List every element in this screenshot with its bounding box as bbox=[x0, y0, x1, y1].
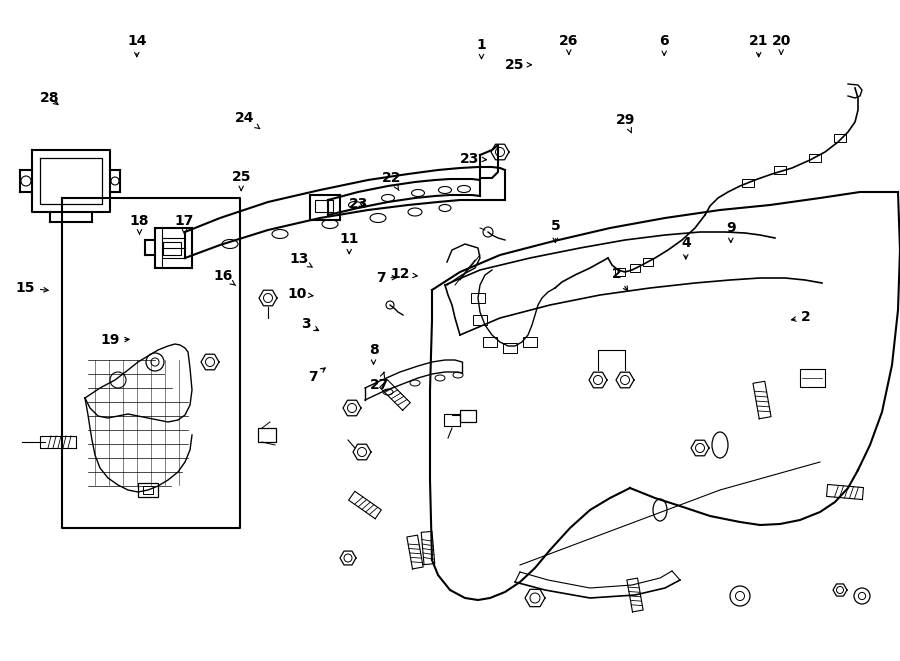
Text: 19: 19 bbox=[100, 333, 130, 348]
Text: 23: 23 bbox=[460, 151, 487, 166]
Bar bbox=[630, 264, 640, 272]
Bar bbox=[163, 242, 181, 255]
Text: 22: 22 bbox=[382, 171, 401, 190]
Text: 7: 7 bbox=[309, 368, 325, 384]
Text: 29: 29 bbox=[616, 113, 635, 133]
Bar bbox=[483, 337, 497, 347]
Bar bbox=[315, 200, 333, 212]
Text: 4: 4 bbox=[681, 236, 690, 259]
Bar bbox=[258, 428, 276, 442]
Text: 3: 3 bbox=[302, 317, 319, 331]
Bar bbox=[742, 179, 754, 187]
Text: 2: 2 bbox=[791, 310, 810, 325]
Text: 23: 23 bbox=[348, 196, 368, 211]
Text: 16: 16 bbox=[213, 269, 236, 286]
Bar bbox=[523, 337, 537, 347]
Text: 14: 14 bbox=[127, 34, 147, 57]
Text: 21: 21 bbox=[749, 34, 769, 57]
Text: 7: 7 bbox=[376, 270, 397, 285]
Bar bbox=[834, 134, 846, 142]
Bar bbox=[138, 483, 158, 497]
Text: 17: 17 bbox=[175, 214, 194, 234]
Text: 11: 11 bbox=[339, 232, 359, 254]
Text: 9: 9 bbox=[726, 221, 735, 243]
Bar bbox=[143, 486, 153, 494]
Text: 18: 18 bbox=[130, 214, 149, 234]
Bar bbox=[615, 268, 625, 276]
Text: 24: 24 bbox=[235, 110, 260, 129]
Text: 10: 10 bbox=[287, 287, 313, 301]
Bar bbox=[460, 410, 476, 422]
Bar bbox=[471, 293, 485, 303]
Bar bbox=[643, 258, 653, 266]
Text: 1: 1 bbox=[477, 38, 486, 59]
Text: 15: 15 bbox=[15, 280, 49, 295]
Text: 6: 6 bbox=[660, 34, 669, 56]
Text: 13: 13 bbox=[289, 252, 312, 267]
Bar bbox=[473, 315, 487, 325]
Text: 27: 27 bbox=[370, 372, 390, 392]
Text: 12: 12 bbox=[391, 267, 418, 282]
Bar bbox=[809, 154, 821, 162]
Text: 8: 8 bbox=[369, 343, 378, 364]
Text: 28: 28 bbox=[40, 91, 59, 105]
Text: 25: 25 bbox=[505, 58, 532, 72]
Text: 26: 26 bbox=[559, 34, 579, 54]
Text: 2: 2 bbox=[612, 267, 627, 291]
Text: 5: 5 bbox=[551, 219, 560, 243]
Text: 25: 25 bbox=[231, 170, 251, 190]
Bar bbox=[503, 343, 517, 353]
Text: 20: 20 bbox=[771, 34, 791, 54]
Bar bbox=[774, 166, 786, 174]
